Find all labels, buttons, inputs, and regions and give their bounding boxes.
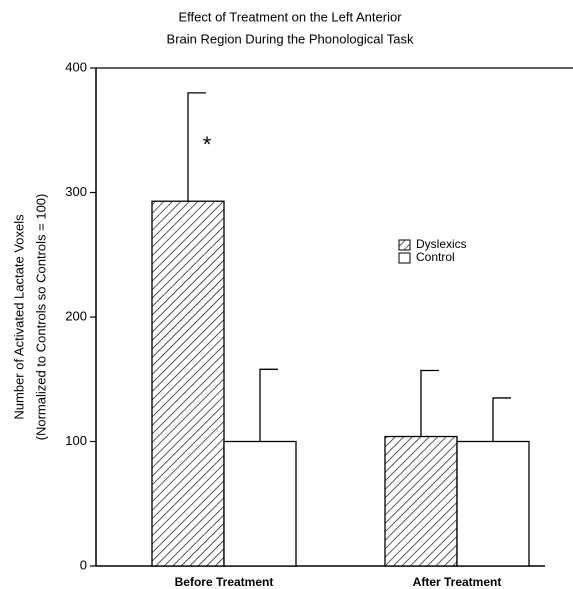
legend-label: Control (416, 250, 455, 264)
y-tick-label: 400 (65, 59, 87, 74)
error-bar (492, 397, 511, 442)
x-tick-label: Before Treatment (175, 575, 274, 589)
y-axis-label: Number of Activated Lactate Voxels (11, 214, 26, 420)
x-tick-label: After Treatment (413, 575, 502, 589)
y-tick-label: 100 (65, 433, 87, 448)
y-tick-label: 300 (65, 184, 87, 199)
legend-swatch (398, 239, 411, 251)
annotation: * (203, 132, 212, 157)
y-axis-label: (Normalized to Controls so Controls = 10… (33, 194, 48, 441)
legend-label: Dyslexics (416, 237, 467, 251)
bar (384, 435, 458, 567)
error-bar (420, 369, 439, 437)
error-bar (259, 368, 278, 442)
legend-swatch (398, 252, 411, 264)
bar (456, 440, 530, 567)
error-bar (187, 92, 206, 202)
bar (151, 200, 225, 567)
bar (223, 440, 297, 567)
y-tick-label: 200 (65, 308, 87, 323)
y-tick-label: 0 (80, 557, 87, 572)
chart-title: Brain Region During the Phonological Tas… (167, 31, 414, 46)
chart-title: Effect of Treatment on the Left Anterior (178, 9, 402, 24)
